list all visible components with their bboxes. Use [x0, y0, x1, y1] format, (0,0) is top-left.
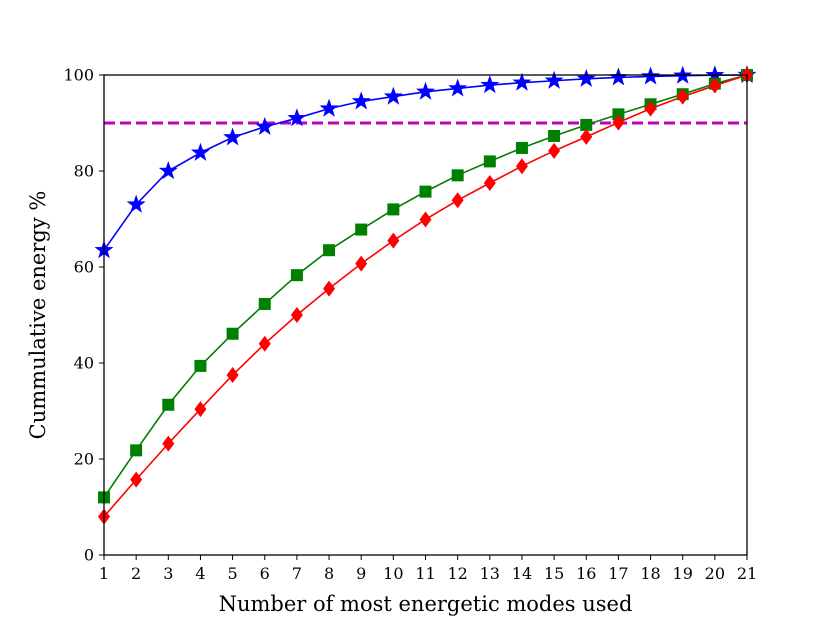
data-point-s2-15: [548, 142, 561, 159]
data-point-s0-3: [158, 161, 178, 180]
data-point-s2-14: [515, 158, 528, 175]
data-point-s2-6: [258, 335, 271, 352]
y-tick-label: 80: [74, 162, 94, 181]
data-point-s0-5: [223, 127, 243, 146]
data-point-s2-12: [451, 192, 464, 209]
data-point-s1-13: [483, 155, 496, 168]
data-point-s1-11: [419, 185, 432, 198]
data-point-s0-13: [480, 75, 500, 94]
data-point-s0-12: [448, 78, 468, 97]
data-point-s2-16: [580, 128, 593, 145]
x-tick-label: 14: [512, 564, 532, 583]
x-tick-label: 2: [131, 564, 141, 583]
x-tick-label: 11: [415, 564, 435, 583]
series-line-2: [103, 74, 748, 518]
y-tick-label: 40: [74, 354, 94, 373]
data-point-s1-5: [226, 327, 239, 340]
data-point-s2-20: [708, 77, 721, 94]
data-point-s1-16: [580, 118, 593, 131]
data-point-s0-6: [255, 116, 275, 135]
data-point-s1-6: [258, 297, 271, 310]
data-point-s0-10: [383, 86, 403, 105]
y-axis-label: Cummulative energy %: [26, 191, 50, 440]
data-point-s0-8: [319, 98, 339, 117]
data-point-s0-7: [287, 108, 307, 127]
data-point-s2-4: [194, 401, 207, 418]
data-point-s0-15: [544, 70, 564, 89]
x-tick-label: 8: [324, 564, 334, 583]
x-tick-label: 5: [228, 564, 238, 583]
data-point-s0-11: [415, 81, 436, 100]
data-point-s1-12: [451, 169, 464, 182]
plot-area: [94, 65, 757, 525]
data-point-s2-3: [162, 435, 175, 452]
data-point-s1-10: [387, 203, 400, 216]
y-tick-label: 20: [74, 450, 94, 469]
data-point-s1-7: [290, 269, 303, 282]
x-tick-label: 7: [292, 564, 302, 583]
x-tick-label: 6: [260, 564, 270, 583]
x-tick-label: 9: [356, 564, 366, 583]
x-axis-label: Number of most energetic modes used: [219, 592, 633, 616]
y-tick-label: 100: [63, 66, 94, 85]
data-point-s0-2: [126, 194, 146, 213]
data-point-s1-17: [612, 108, 625, 121]
data-point-s2-2: [130, 471, 143, 488]
y-tick-label: 60: [74, 258, 94, 277]
x-tick-label: 10: [383, 564, 403, 583]
x-tick-label: 1: [99, 564, 109, 583]
x-tick-label: 13: [480, 564, 500, 583]
x-tick-label: 16: [576, 564, 596, 583]
data-point-s0-4: [190, 142, 210, 161]
data-point-s1-2: [130, 444, 143, 457]
x-tick-label: 3: [163, 564, 173, 583]
x-tick-label: 4: [195, 564, 205, 583]
x-tick-label: 18: [640, 564, 660, 583]
x-tick-label: 20: [705, 564, 725, 583]
x-tick-label: 19: [673, 564, 693, 583]
data-point-s0-9: [351, 91, 371, 110]
x-tick-label: 12: [447, 564, 467, 583]
data-point-s1-8: [323, 244, 336, 257]
data-point-s0-20: [705, 65, 725, 84]
series-line-1: [103, 74, 748, 498]
data-point-s1-3: [162, 398, 175, 411]
data-point-s2-13: [483, 175, 496, 191]
data-point-s0-17: [608, 67, 628, 86]
data-point-s0-14: [512, 72, 532, 91]
data-point-s2-18: [644, 100, 657, 117]
data-point-s2-10: [387, 232, 400, 249]
data-point-s2-8: [323, 280, 336, 297]
axes: 1 2 3 4 5 6 7 8 9 10 11 12 13 14 15 16 17 18 19 20 210204060…: [63, 66, 757, 584]
data-point-s1-15: [548, 129, 561, 142]
data-point-s2-5: [226, 367, 239, 383]
data-point-s2-7: [290, 307, 303, 323]
data-point-s1-14: [515, 141, 528, 154]
y-tick-label: 0: [84, 546, 94, 565]
data-point-s1-9: [355, 223, 368, 236]
data-point-s2-17: [612, 114, 625, 131]
data-point-s0-16: [576, 68, 596, 87]
x-tick-label: 17: [608, 564, 628, 583]
data-point-s2-19: [676, 88, 689, 105]
data-point-s2-9: [355, 255, 368, 272]
data-point-s1-4: [194, 359, 207, 372]
data-point-s2-11: [419, 211, 432, 228]
x-tick-label: 21: [737, 564, 757, 583]
x-tick-label: 15: [544, 564, 564, 583]
